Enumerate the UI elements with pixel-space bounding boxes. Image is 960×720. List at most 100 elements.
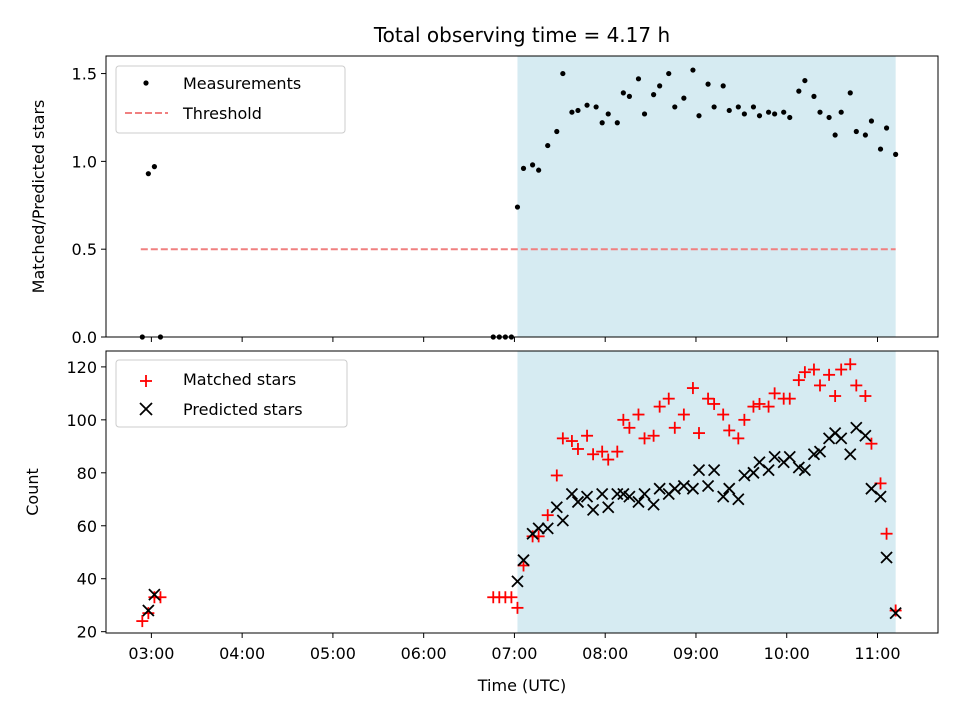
predicted-star-point <box>686 482 700 495</box>
predicted-star-point <box>623 490 636 503</box>
measurement-point <box>862 132 868 138</box>
predicted-star-point <box>517 554 530 567</box>
predicted-star-point <box>565 487 579 501</box>
y-tick-label: 60 <box>77 517 97 536</box>
measurement-point <box>514 204 521 210</box>
matched-star-point <box>823 368 836 381</box>
measurement-point <box>657 83 663 89</box>
measurement-point <box>635 76 642 82</box>
predicted-star-point <box>647 498 660 511</box>
matched-star-point <box>738 413 751 426</box>
measurement-point <box>584 102 590 108</box>
matched-star-point <box>596 445 609 458</box>
predicted-star-point <box>707 464 721 477</box>
x-tick-label: 08:00 <box>582 644 628 663</box>
measurement-point <box>847 90 853 96</box>
predicted-star-point <box>532 522 545 535</box>
top-x-ticks <box>150 337 878 342</box>
measurement-point <box>599 120 605 126</box>
measurement-point <box>787 114 793 121</box>
measurement-point <box>877 146 884 152</box>
bottom-legend-box <box>115 359 348 428</box>
measurement-point <box>711 104 717 110</box>
matched-star-point <box>792 374 805 387</box>
measurement-point <box>520 165 527 171</box>
measurement-point <box>536 167 542 173</box>
matched-star-point <box>880 527 893 540</box>
matched-star-point <box>702 392 715 405</box>
predicted-stars-points <box>142 421 902 620</box>
matched-star-point <box>587 448 600 461</box>
matched-star-point <box>517 559 530 572</box>
matched-stars-points <box>136 358 902 628</box>
x-tick-label: 09:00 <box>673 644 719 663</box>
matched-star-point <box>677 408 690 421</box>
measurement-point <box>735 104 741 110</box>
matched-star-point <box>623 421 636 434</box>
y-tick-label: 80 <box>77 464 97 483</box>
top-panel: 0.0 0.5 1.0 1.5 Total observing time = 4.17… <box>29 23 939 347</box>
predicted-star-point <box>596 487 609 501</box>
measurement-point <box>626 93 633 99</box>
measurement-point <box>641 111 648 117</box>
measurement-point <box>681 95 687 101</box>
measurement-point <box>545 142 551 149</box>
matched-star-point <box>865 437 878 450</box>
predicted-star-point <box>511 575 524 588</box>
x-axis-label: Time (UTC) <box>477 676 566 695</box>
matched-star-point <box>850 379 863 392</box>
x-tick-label: 03:00 <box>128 644 174 663</box>
measurement-point <box>756 113 763 119</box>
matched-star-point <box>747 400 760 413</box>
top-legend: Measurements Threshold <box>115 65 346 134</box>
bottom-y-axis-label: Count <box>23 468 42 516</box>
matched-star-point <box>632 408 645 421</box>
measurement-point <box>811 93 817 99</box>
predicted-star-point <box>148 588 161 601</box>
measurement-point <box>620 90 626 96</box>
matched-star-point <box>662 392 675 405</box>
measurement-point <box>781 109 787 115</box>
predicted-star-point <box>602 501 615 514</box>
predicted-star-point <box>747 466 760 479</box>
matched-star-point <box>505 591 518 604</box>
predicted-star-point <box>889 607 902 620</box>
predicted-star-point <box>142 604 155 617</box>
predicted-star-point <box>617 487 630 501</box>
measurement-point <box>750 104 757 110</box>
predicted-star-point <box>859 429 872 442</box>
legend-threshold-label: Threshold <box>182 104 262 123</box>
predicted-star-point <box>653 482 666 495</box>
y-tick-label: 0.0 <box>72 328 97 347</box>
measurement-point <box>832 132 838 138</box>
matched-star-point <box>556 432 569 445</box>
predicted-star-point <box>541 522 554 535</box>
predicted-star-point <box>586 503 600 517</box>
matched-star-point <box>708 397 721 410</box>
legend-matched-label: Matched stars <box>183 370 296 389</box>
y-tick-label: 40 <box>77 570 97 589</box>
matched-star-point <box>692 427 705 440</box>
matched-star-point <box>835 363 848 376</box>
matched-star-point <box>571 442 584 455</box>
legend-predicted-label: Predicted stars <box>183 400 303 419</box>
predicted-star-point <box>692 464 706 477</box>
bottom-y-ticks: 20 40 60 80 100 120 <box>66 358 106 642</box>
measurement-point <box>826 114 832 121</box>
matched-star-point <box>798 366 811 379</box>
matched-star-point <box>565 435 578 448</box>
x-tick-label: 11:00 <box>854 644 900 663</box>
y-tick-label: 100 <box>66 411 97 430</box>
measurement-point <box>817 109 823 115</box>
measurement-point <box>651 92 657 98</box>
matched-star-point <box>753 397 766 410</box>
measurement-point <box>554 128 560 135</box>
bottom-x-ticks: 03:00 04:00 05:00 06:00 07:00 08:00 09:00 10:00… <box>128 633 901 663</box>
bottom-legend: Matched stars Predicted stars <box>115 359 348 428</box>
predicted-star-point <box>550 501 563 514</box>
predicted-star-point <box>717 490 730 503</box>
matched-star-point <box>611 445 624 458</box>
y-tick-label: 1.0 <box>72 152 97 171</box>
predicted-star-point <box>732 493 745 506</box>
